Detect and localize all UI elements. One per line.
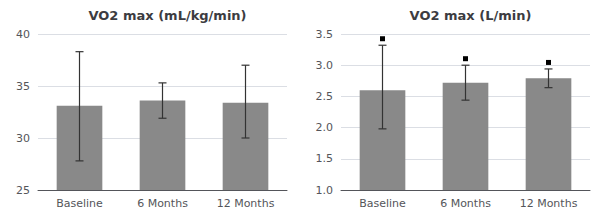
svg-text:VO2 max (L/min): VO2 max (L/min) — [410, 8, 532, 23]
svg-text:12 Months: 12 Months — [520, 197, 578, 210]
svg-text:40: 40 — [16, 28, 30, 41]
svg-text:1.5: 1.5 — [316, 152, 334, 165]
svg-text:6 Months: 6 Months — [440, 197, 491, 210]
svg-text:Baseline: Baseline — [359, 197, 406, 210]
svg-text:Baseline: Baseline — [56, 197, 103, 210]
svg-text:30: 30 — [16, 132, 30, 145]
svg-text:VO2 max (mL/kg/min): VO2 max (mL/kg/min) — [88, 8, 246, 23]
svg-text:2.5: 2.5 — [316, 90, 334, 103]
svg-text:3.0: 3.0 — [316, 59, 334, 72]
svg-text:6 Months: 6 Months — [137, 197, 188, 210]
svg-text:2.0: 2.0 — [316, 121, 334, 134]
svg-text:25: 25 — [16, 184, 30, 197]
svg-text:1.0: 1.0 — [316, 184, 334, 197]
svg-text:12 Months: 12 Months — [217, 197, 275, 210]
svg-text:35: 35 — [16, 80, 30, 93]
svg-text:3.5: 3.5 — [316, 28, 334, 41]
